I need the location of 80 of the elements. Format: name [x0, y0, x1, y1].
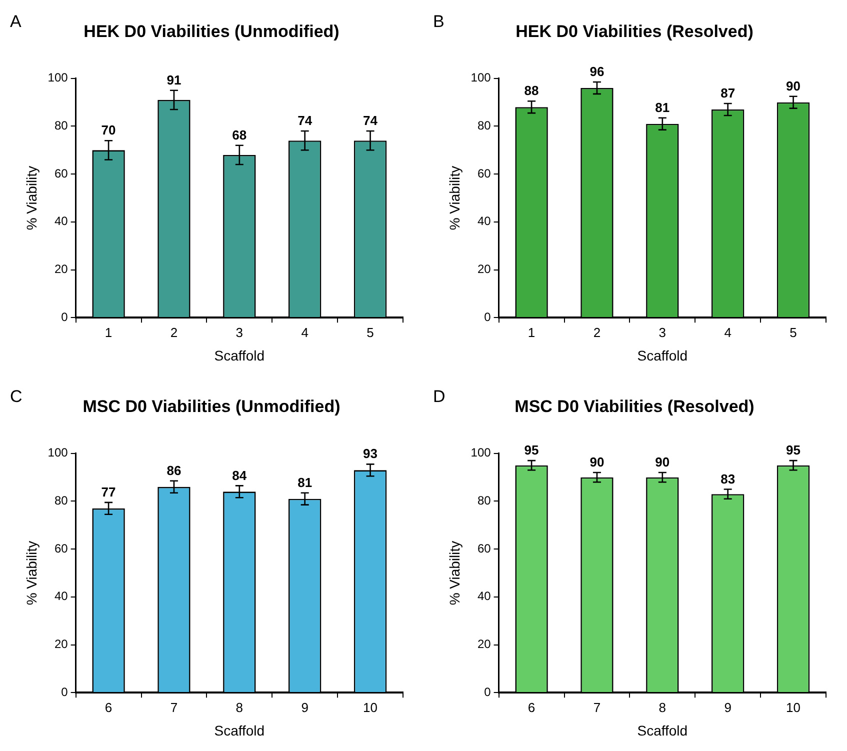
data-label: 90 — [590, 454, 604, 470]
x-tick-label: 3 — [236, 324, 244, 340]
x-tick-label: 6 — [528, 700, 536, 715]
data-label: 93 — [363, 446, 378, 462]
y-tick-label: 20 — [477, 262, 492, 276]
x-tick-label: 8 — [236, 700, 244, 715]
data-label: 90 — [655, 454, 670, 470]
y-axis-title: % Viability — [446, 166, 462, 230]
y-tick-label: 20 — [477, 637, 492, 652]
x-tick-label: 5 — [790, 324, 797, 340]
y-tick-label: 80 — [477, 494, 492, 508]
data-label: 84 — [232, 468, 248, 483]
data-label: 83 — [720, 471, 736, 486]
data-label: 81 — [655, 100, 670, 115]
y-tick-label: 100 — [48, 446, 68, 460]
y-tick-label: 0 — [484, 684, 492, 699]
x-tick-label: 1 — [528, 324, 536, 340]
data-label: 77 — [101, 484, 116, 500]
y-tick-label: 40 — [54, 589, 68, 604]
chart-title: MSC D0 Viabilities (Unmodified) — [82, 396, 340, 416]
y-tick-label: 60 — [54, 541, 68, 556]
chart-title: MSC D0 Viabilities (Resolved) — [514, 396, 754, 416]
y-axis-title: % Viability — [446, 540, 462, 606]
y-tick-label: 20 — [54, 637, 68, 652]
chart-title: HEK D0 Viabilities (Resolved) — [516, 22, 754, 41]
y-tick-label: 100 — [470, 446, 492, 460]
text: B — [433, 12, 444, 32]
data-label: 95 — [524, 442, 539, 458]
y-tick-label: 40 — [477, 214, 492, 228]
x-tick-label: 8 — [658, 700, 666, 715]
y-tick-label: 40 — [54, 214, 68, 228]
y-tick-label: 80 — [54, 118, 68, 133]
data-label: 90 — [786, 78, 801, 94]
y-tick-label: 60 — [477, 166, 492, 180]
y-tick-label: 100 — [470, 70, 492, 85]
x-tick-label: 7 — [170, 700, 178, 715]
y-axis-title: % Viability — [23, 166, 40, 230]
x-tick-label: 3 — [658, 324, 666, 340]
y-tick-label: 60 — [477, 541, 492, 556]
y-tick-label: 40 — [477, 589, 492, 604]
y-tick-label: 0 — [61, 310, 68, 324]
y-tick-label: 80 — [54, 494, 68, 508]
y-tick-label: 80 — [477, 118, 492, 133]
text: C — [10, 387, 22, 407]
data-label: 88 — [524, 83, 539, 98]
y-tick-label: 0 — [484, 310, 492, 324]
data-label: 70 — [101, 122, 116, 138]
x-tick-label: 2 — [593, 324, 601, 340]
data-label: 81 — [298, 474, 312, 490]
chart-title: HEK D0 Viabilities (Unmodified) — [84, 22, 340, 41]
data-label: 91 — [166, 72, 182, 88]
data-label: 74 — [298, 113, 313, 128]
x-tick-label: 2 — [170, 324, 178, 340]
text: D — [433, 387, 446, 407]
x-tick-label: 6 — [104, 700, 112, 715]
y-tick-label: 100 — [48, 70, 68, 85]
x-tick-label: 10 — [786, 700, 801, 715]
data-label: 86 — [166, 462, 182, 478]
x-tick-label: 4 — [724, 324, 732, 340]
x-axis-title: Scaffold — [214, 347, 265, 364]
data-label: 87 — [720, 86, 736, 101]
y-tick-label: 60 — [54, 166, 68, 180]
data-label: 74 — [363, 113, 378, 128]
x-tick-label: 10 — [363, 700, 378, 715]
x-tick-label: 1 — [104, 324, 112, 340]
y-tick-label: 0 — [61, 684, 68, 699]
text: A — [10, 12, 22, 32]
x-tick-label: 9 — [724, 700, 732, 715]
x-tick-label: 9 — [301, 700, 308, 715]
data-label: 68 — [232, 127, 247, 142]
data-label: 96 — [590, 64, 604, 80]
x-tick-label: 5 — [366, 324, 374, 340]
x-tick-label: 4 — [301, 324, 308, 340]
x-axis-title: Scaffold — [637, 722, 688, 738]
x-axis-title: Scaffold — [637, 347, 688, 364]
x-tick-label: 7 — [593, 700, 601, 715]
data-label: 95 — [786, 442, 801, 458]
x-axis-title: Scaffold — [214, 722, 265, 738]
y-tick-label: 20 — [54, 262, 68, 276]
y-axis-title: % Viability — [23, 540, 40, 606]
